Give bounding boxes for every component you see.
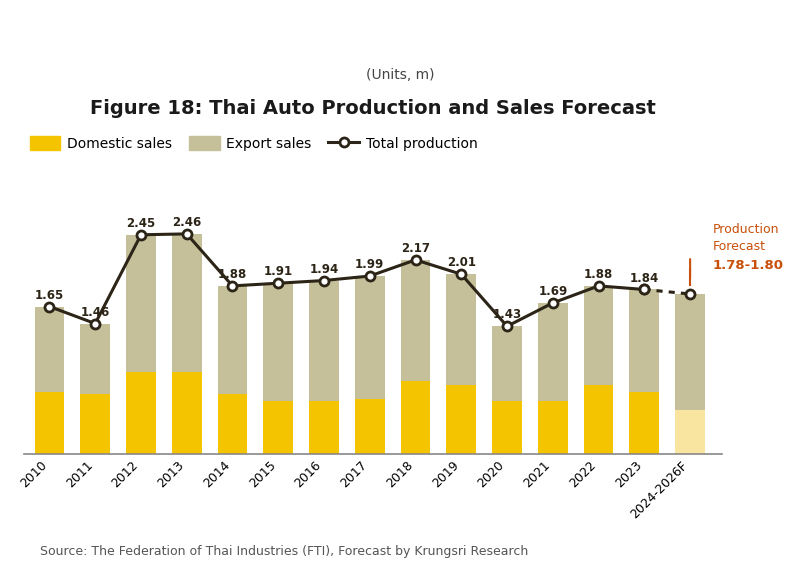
Bar [172, 372, 202, 455]
Text: 1.84: 1.84 [630, 271, 659, 285]
Text: 1.91: 1.91 [264, 265, 293, 278]
Text: 1.46: 1.46 [81, 306, 110, 319]
Bar [675, 409, 705, 455]
Text: 1.88: 1.88 [218, 268, 247, 281]
Bar [630, 289, 659, 392]
Bar [263, 400, 293, 455]
Bar [584, 385, 614, 455]
Text: 1.78-1.80: 1.78-1.80 [713, 259, 784, 272]
Text: Source: The Federation of Thai Industries (FTI), Forecast by Krungsri Research: Source: The Federation of Thai Industrie… [40, 545, 528, 558]
Text: 1.99: 1.99 [355, 258, 384, 271]
Bar [34, 306, 64, 392]
Text: 1.88: 1.88 [584, 268, 614, 281]
Bar [263, 283, 293, 400]
Bar [675, 294, 705, 409]
Bar [401, 260, 430, 381]
Bar [218, 286, 247, 394]
Bar [218, 394, 247, 455]
Bar [309, 400, 339, 455]
Bar [126, 235, 156, 372]
Bar [538, 303, 568, 400]
Legend: Domestic sales, Export sales, Total production: Domestic sales, Export sales, Total prod… [24, 131, 483, 156]
Text: 2.01: 2.01 [446, 256, 476, 270]
Text: 1.43: 1.43 [493, 309, 522, 321]
Bar [80, 394, 110, 455]
Bar [126, 372, 156, 455]
Bar [446, 385, 476, 455]
Title: Figure 18: Thai Auto Production and Sales Forecast: Figure 18: Thai Auto Production and Sale… [90, 99, 656, 117]
Bar [80, 324, 110, 394]
Bar [538, 400, 568, 455]
Text: 2.46: 2.46 [172, 216, 202, 229]
Bar [172, 234, 202, 372]
Bar [446, 274, 476, 385]
Text: Production
Forecast: Production Forecast [713, 223, 779, 253]
Text: (Units, m): (Units, m) [366, 68, 434, 82]
Text: 2.45: 2.45 [126, 217, 155, 230]
Bar [355, 399, 385, 455]
Text: 1.65: 1.65 [35, 289, 64, 302]
Text: 2.17: 2.17 [401, 242, 430, 255]
Text: 1.94: 1.94 [310, 263, 338, 276]
Text: 1.69: 1.69 [538, 285, 567, 298]
Bar [34, 392, 64, 455]
Bar [355, 276, 385, 399]
Bar [309, 280, 339, 400]
Bar [492, 400, 522, 455]
Bar [584, 286, 614, 385]
Bar [401, 381, 430, 455]
Bar [492, 326, 522, 400]
Bar [630, 392, 659, 455]
